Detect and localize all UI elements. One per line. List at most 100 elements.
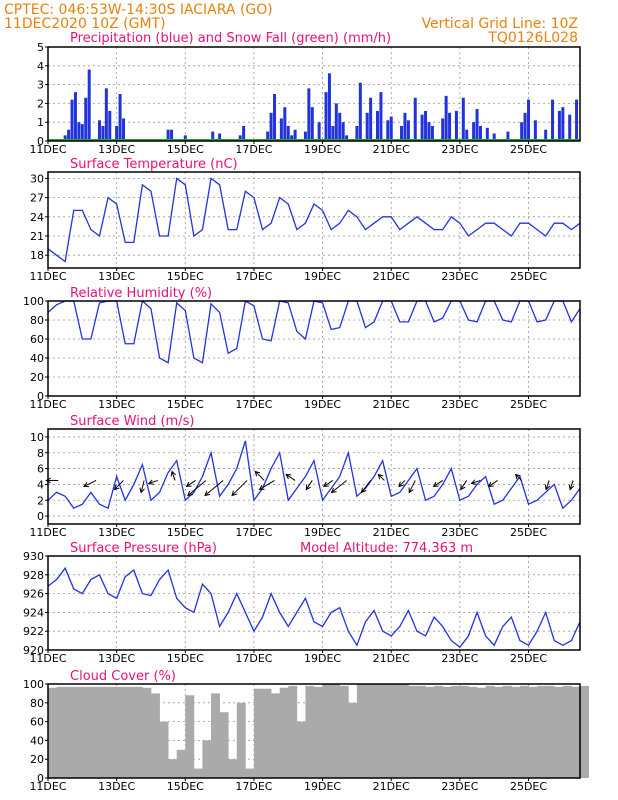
rh-title: Relative Humidity (%)	[70, 286, 212, 301]
header-location: CPTEC: 046:53W-14:30S IACIARA (GO)	[4, 2, 273, 18]
precip-bar	[310, 107, 314, 141]
precip-xtick-label: 25DEC	[510, 143, 547, 156]
rh-line	[47, 299, 581, 364]
cloud-xtick-label: 21DEC	[373, 780, 410, 793]
wind-arrow	[114, 480, 124, 490]
precip-xtick-label: 11DEC	[29, 143, 66, 156]
cloud-bar	[314, 686, 323, 778]
cloud-bar	[108, 686, 118, 778]
cloud-bar	[202, 740, 212, 778]
cloud-bar	[477, 687, 486, 778]
wind-arrow	[171, 471, 176, 481]
wind-arrowhead	[377, 473, 384, 480]
precip-bar	[334, 103, 338, 141]
press-annotation: Model Altitude: 774.363 m	[300, 541, 473, 556]
press-line	[47, 566, 581, 649]
precip-bar	[375, 110, 379, 141]
precip-bar	[303, 131, 307, 141]
temp-xtick-label: 17DEC	[235, 270, 272, 283]
press-xtick-label: 13DEC	[98, 652, 135, 665]
wind-arrowhead	[285, 473, 292, 480]
cloud-bar	[133, 686, 143, 778]
cloud-xtick-label: 15DEC	[167, 780, 204, 793]
wind-ytick-label: 0	[37, 510, 44, 523]
wind-arrow	[323, 480, 334, 487]
cloud-bar	[502, 685, 512, 778]
precip-bar	[441, 118, 445, 141]
wind-xtick-label: 21DEC	[373, 526, 410, 539]
precip-bar	[166, 129, 170, 141]
header-code: TQ0126L028	[487, 30, 578, 46]
cloud-bar	[545, 685, 555, 778]
precip-bar	[266, 131, 270, 141]
cloud-bar	[90, 686, 100, 778]
wind-arrow	[433, 480, 443, 487]
wind-arrowhead	[185, 481, 192, 488]
cloud-bar	[211, 693, 220, 778]
precip-bar	[122, 118, 126, 141]
cloud-title: Cloud Cover (%)	[70, 669, 176, 684]
precip-bar	[338, 112, 342, 141]
rh-xtick-label: 25DEC	[510, 398, 547, 411]
cloud-ytick-label: 0	[37, 772, 44, 785]
cloud-bar	[580, 685, 589, 778]
cloud-bar	[485, 685, 495, 778]
precip-ytick-label: 5	[37, 41, 44, 54]
press-ytick-label: 926	[23, 588, 44, 601]
precip-bar	[461, 97, 465, 141]
wind-arrow	[331, 480, 347, 493]
cloud-bar	[305, 685, 315, 778]
press-ytick-label: 930	[23, 550, 44, 563]
wind-arrow	[569, 480, 574, 490]
cloud-bar	[365, 684, 375, 778]
cloud-bar	[262, 688, 272, 778]
wind-arrow	[285, 474, 296, 481]
precip-bar	[527, 99, 531, 141]
cloud-bar	[331, 684, 341, 778]
precip-ytick-label: 1	[37, 116, 44, 129]
wind-arrowhead	[254, 470, 261, 477]
precip-bar	[420, 114, 424, 141]
cloud-bar	[73, 686, 83, 778]
press-xtick-label: 15DEC	[167, 652, 204, 665]
wind-arrow	[204, 480, 224, 496]
wind-ytick-label: 10	[30, 431, 44, 444]
wind-arrowhead	[330, 487, 337, 494]
cloud-bar	[494, 686, 504, 778]
wind-arrow	[361, 480, 372, 493]
wind-ytick-label: 8	[37, 447, 44, 460]
precip-bar	[242, 125, 246, 141]
cloud-xtick-label: 19DEC	[304, 780, 341, 793]
cloud-bar	[374, 684, 384, 778]
cloud-bar	[416, 685, 426, 778]
press-xtick-label: 25DEC	[510, 652, 547, 665]
wind-arrowhead	[398, 481, 404, 488]
precip-bar	[369, 97, 373, 141]
rh-ytick-label: 20	[30, 371, 44, 384]
press-xtick-label: 19DEC	[304, 652, 341, 665]
wind-arrowhead	[231, 490, 238, 497]
temp-ytick-label: 30	[30, 172, 44, 185]
press-title: Surface Pressure (hPa)	[70, 541, 217, 556]
precip-bar	[324, 92, 328, 141]
precip-bar	[472, 122, 476, 141]
cloud-bar	[391, 684, 401, 778]
precip-bar	[77, 122, 81, 141]
wind-arrowhead	[487, 481, 494, 488]
precip-bar	[97, 120, 101, 141]
temp-ytick-label: 24	[30, 211, 44, 224]
wind-arrow	[148, 479, 158, 484]
precip-bar	[506, 131, 510, 141]
wind-arrowhead	[305, 484, 311, 491]
precip-bar	[293, 129, 297, 141]
wind-xtick-label: 15DEC	[167, 526, 204, 539]
precip-bar	[520, 122, 524, 141]
precip-bar	[63, 135, 67, 141]
precip-bar	[492, 133, 496, 141]
cloud-xtick-label: 25DEC	[510, 780, 547, 793]
precip-bar	[355, 125, 359, 141]
wind-ytick-label: 4	[37, 478, 44, 491]
rh-ytick-label: 60	[30, 333, 44, 346]
cloud-bar	[185, 695, 195, 778]
